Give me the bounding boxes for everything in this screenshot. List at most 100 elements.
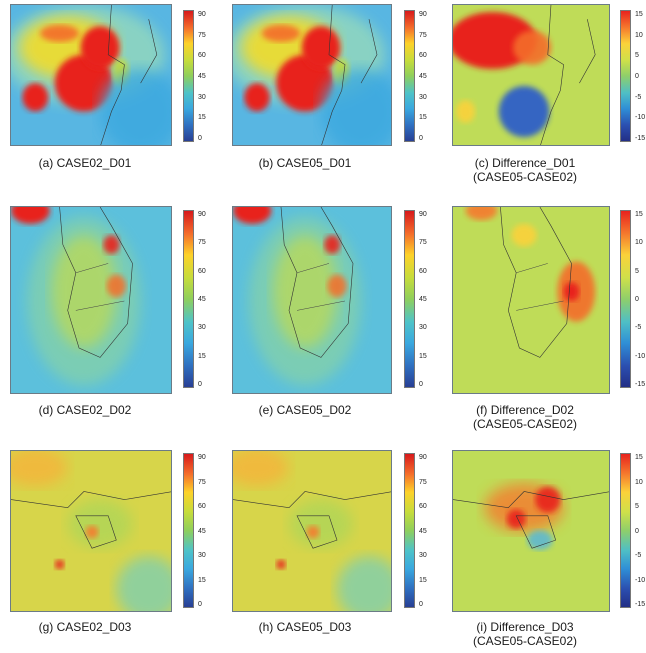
colorbar-tick-label: -15 <box>635 381 646 388</box>
colorbar-tick-label: 30 <box>198 552 206 559</box>
colorbar-tick-label: 10 <box>635 239 643 247</box>
colorbar-tick-label: 5 <box>635 52 639 60</box>
colorbar-tick-label: -10 <box>635 576 646 584</box>
colorbar-tick-label: -5 <box>635 324 642 332</box>
colorbar-tick-label: 15 <box>635 211 643 218</box>
colorbar-tick-label: 15 <box>419 576 427 584</box>
colorbar-tick-label: 45 <box>419 296 427 303</box>
panel-caption: (b) CASE05_D01 <box>240 156 370 170</box>
map-image <box>10 4 172 146</box>
colorbar <box>620 10 631 142</box>
panel-caption: (d) CASE02_D02 <box>20 403 150 417</box>
caption-line-1: (i) Difference_D03 <box>476 620 574 634</box>
caption-line-1: (g) CASE02_D03 <box>38 620 132 634</box>
colorbar <box>183 210 194 388</box>
colorbar-tick-label: -10 <box>635 114 646 122</box>
colorbar <box>620 210 631 388</box>
colorbar-tick-label: 0 <box>635 527 639 535</box>
caption-line-2: (CASE05-CASE02) <box>472 170 578 184</box>
colorbar-tick-label: 10 <box>635 478 643 486</box>
colorbar-tick-label: 15 <box>198 352 206 360</box>
colorbar <box>404 10 415 142</box>
caption-line-1: (e) CASE05_D02 <box>258 403 352 417</box>
colorbar-tick-label: 90 <box>419 11 427 18</box>
panel-caption: (a) CASE02_D01 <box>20 156 150 170</box>
panel-caption: (g) CASE02_D03 <box>20 620 150 634</box>
colorbar-tick-label: 60 <box>198 267 206 275</box>
colorbar-tick-label: 0 <box>635 296 639 303</box>
colorbar-tick-label: 0 <box>419 135 423 142</box>
colorbar-tick-label: 90 <box>419 454 427 461</box>
colorbar-tick-label: 30 <box>198 324 206 332</box>
colorbar-tick-label: 60 <box>419 503 427 510</box>
colorbar <box>404 453 415 608</box>
colorbar-tick-label: 45 <box>419 73 427 80</box>
colorbar-tick-label: 45 <box>198 296 206 303</box>
panel-caption: (e) CASE05_D02 <box>240 403 370 417</box>
colorbar <box>183 453 194 608</box>
map-image <box>452 4 610 146</box>
colorbar-tick-label: 45 <box>419 527 427 535</box>
colorbar-tick-label: 90 <box>198 211 206 218</box>
caption-line-1: (d) CASE02_D02 <box>38 403 132 417</box>
colorbar-tick-label: -5 <box>635 552 642 559</box>
colorbar-tick-label: 5 <box>635 267 639 275</box>
colorbar-tick-label: 5 <box>635 503 639 510</box>
colorbar-tick-label: 30 <box>419 552 427 559</box>
colorbar-tick-label: 10 <box>635 31 643 39</box>
panel-caption: (f) Difference_D02 (CASE05-CASE02) <box>460 403 590 431</box>
colorbar-tick-label: -5 <box>635 93 642 101</box>
colorbar-tick-label: 15 <box>419 352 427 360</box>
colorbar-tick-label: 0 <box>635 73 639 80</box>
colorbar-tick-label: 0 <box>198 135 202 142</box>
colorbar-tick-label: 0 <box>419 601 423 608</box>
map-image <box>10 450 172 612</box>
colorbar-tick-label: 90 <box>198 11 206 18</box>
colorbar-tick-label: 75 <box>198 239 206 247</box>
colorbar-tick-label: 75 <box>419 31 427 39</box>
colorbar-tick-label: 15 <box>635 11 643 18</box>
map-image <box>232 206 392 394</box>
caption-line-1: (f) Difference_D02 <box>476 403 574 417</box>
colorbar-tick-label: 90 <box>198 454 206 461</box>
colorbar <box>404 210 415 388</box>
colorbar-tick-label: 60 <box>198 52 206 60</box>
panel-caption: (h) CASE05_D03 <box>240 620 370 634</box>
map-image <box>232 450 392 612</box>
colorbar-tick-label: 15 <box>198 114 206 122</box>
colorbar-tick-label: 45 <box>198 527 206 535</box>
colorbar-tick-label: 0 <box>419 381 423 388</box>
colorbar-tick-label: 60 <box>198 503 206 510</box>
colorbar-tick-label: 0 <box>198 381 202 388</box>
colorbar-tick-label: 75 <box>198 478 206 486</box>
colorbar-tick-label: 15 <box>635 454 643 461</box>
panel-caption: (i) Difference_D03 (CASE05-CASE02) <box>460 620 590 648</box>
colorbar-tick-label: 15 <box>198 576 206 584</box>
map-image <box>452 206 610 394</box>
map-image <box>10 206 172 394</box>
colorbar <box>183 10 194 142</box>
caption-line-1: (a) CASE02_D01 <box>38 156 132 170</box>
colorbar-tick-label: -15 <box>635 135 646 142</box>
colorbar-tick-label: 90 <box>419 211 427 218</box>
caption-line-1: (b) CASE05_D01 <box>258 156 352 170</box>
colorbar-tick-label: 75 <box>198 31 206 39</box>
colorbar-tick-label: 45 <box>198 73 206 80</box>
colorbar-tick-label: 30 <box>419 324 427 332</box>
caption-line-1: (h) CASE05_D03 <box>258 620 352 634</box>
caption-line-2: (CASE05-CASE02) <box>472 634 578 648</box>
colorbar-tick-label: 75 <box>419 239 427 247</box>
colorbar-tick-label: -15 <box>635 601 646 608</box>
caption-line-1: (c) Difference_D01 <box>474 156 576 170</box>
caption-line-2: (CASE05-CASE02) <box>472 417 578 431</box>
map-image <box>452 450 610 612</box>
colorbar-tick-label: 75 <box>419 478 427 486</box>
colorbar-tick-label: -10 <box>635 352 646 360</box>
colorbar-tick-label: 30 <box>419 93 427 101</box>
colorbar <box>620 453 631 608</box>
map-image <box>232 4 392 146</box>
colorbar-tick-label: 0 <box>198 601 202 608</box>
panel-caption: (c) Difference_D01 (CASE05-CASE02) <box>460 156 590 184</box>
colorbar-tick-label: 60 <box>419 52 427 60</box>
colorbar-tick-label: 60 <box>419 267 427 275</box>
